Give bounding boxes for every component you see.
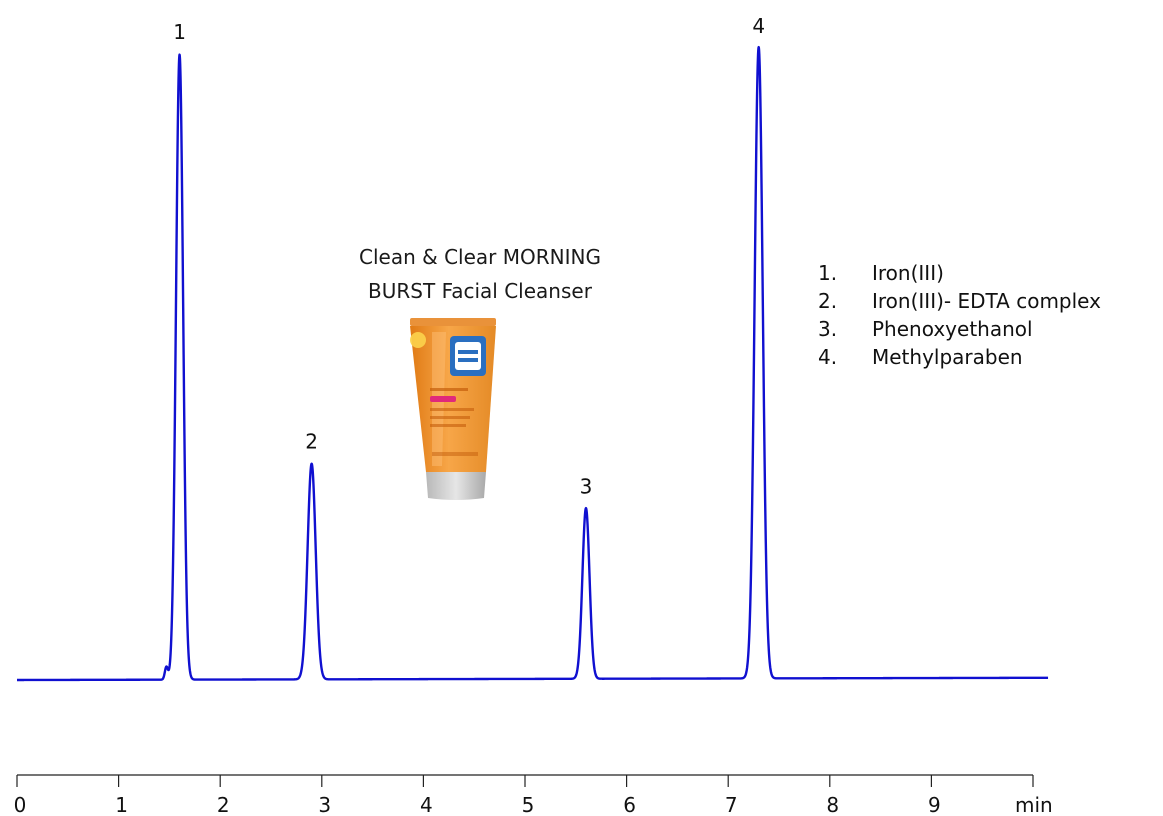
peak-label-4: 4: [752, 14, 765, 38]
legend-item-name: Iron(III)- EDTA complex: [872, 289, 1101, 313]
legend-item-number: 1.: [818, 261, 837, 285]
legend-item-number: 3.: [818, 317, 837, 341]
peak-labels: 1 2 3 4: [173, 14, 765, 499]
product-title-line2: BURST Facial Cleanser: [368, 279, 593, 303]
legend-item: 4. Methylparaben: [818, 345, 1023, 369]
product-tube-image: [410, 318, 496, 500]
x-tick-label: 0: [14, 793, 27, 816]
legend-item-number: 4.: [818, 345, 837, 369]
x-tick-label: 9: [928, 793, 941, 816]
product-title-line1: Clean & Clear MORNING: [359, 245, 601, 269]
legend: 1. Iron(III) 2. Iron(III)- EDTA complex 3. Ph…: [818, 261, 1101, 369]
x-axis-unit: min: [1015, 793, 1053, 816]
x-axis: 0 1 2 3 4 5 6 7 8 9 min: [14, 774, 1053, 816]
peak-label-1: 1: [173, 20, 186, 44]
legend-item-number: 2.: [818, 289, 837, 313]
x-tick-label: 3: [318, 793, 331, 816]
x-tick-label: 6: [623, 793, 636, 816]
x-tick-label: 7: [725, 793, 738, 816]
legend-item: 3. Phenoxyethanol: [818, 317, 1033, 341]
peak-label-2: 2: [305, 429, 318, 453]
legend-item-name: Phenoxyethanol: [872, 317, 1033, 341]
x-tick-label: 2: [217, 793, 230, 816]
legend-item: 1. Iron(III): [818, 261, 944, 285]
x-tick-label: 1: [115, 793, 128, 816]
chromatogram-trace: [16, 45, 1050, 682]
x-ticks: 0 1 2 3 4 5 6 7 8 9: [14, 775, 1034, 816]
peak-label-3: 3: [580, 474, 593, 498]
product-annotation: Clean & Clear MORNING BURST Facial Clean…: [359, 245, 601, 500]
x-tick-label: 4: [420, 793, 433, 816]
x-tick-label: 5: [522, 793, 535, 816]
legend-item-name: Iron(III): [872, 261, 944, 285]
x-tick-label: 8: [826, 793, 839, 816]
legend-item: 2. Iron(III)- EDTA complex: [818, 289, 1101, 313]
legend-item-name: Methylparaben: [872, 345, 1023, 369]
